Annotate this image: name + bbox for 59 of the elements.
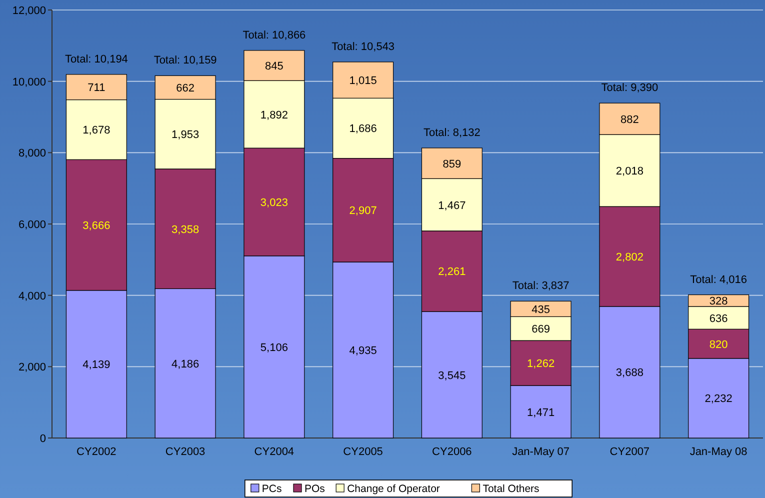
data-label: 4,935 [349, 344, 377, 357]
data-label: 662 [176, 82, 194, 94]
data-label: 1,262 [527, 358, 555, 370]
data-label: 2,018 [616, 166, 644, 178]
data-label: 711 [88, 82, 106, 94]
y-tick-label: 8,000 [18, 148, 46, 160]
legend-label: POs [304, 483, 325, 495]
data-label: 2,261 [438, 266, 466, 278]
x-tick-label: CY2002 [76, 446, 116, 458]
data-label: 1,686 [349, 123, 377, 136]
x-tick-label: CY2006 [432, 446, 472, 458]
total-label: Total: 10,159 [154, 54, 217, 67]
data-label: 1,471 [527, 406, 555, 419]
data-label: 5,106 [260, 342, 288, 354]
data-label: 4,186 [172, 358, 200, 370]
total-label: Total: 8,132 [424, 126, 480, 139]
y-tick-label: 10,000 [12, 76, 46, 88]
data-label: 2,802 [616, 251, 644, 264]
x-tick-label: Jan-May 07 [512, 446, 570, 458]
total-label: Total: 4,016 [690, 274, 747, 286]
data-label: 3,545 [438, 370, 466, 382]
data-label: 1,678 [82, 124, 110, 137]
data-label: 4,139 [82, 359, 110, 372]
data-label: 1,467 [438, 200, 466, 212]
data-label: 859 [442, 158, 462, 170]
x-tick-label: CY2004 [254, 446, 294, 458]
data-label: 328 [709, 296, 728, 308]
data-label: 2,232 [704, 393, 732, 406]
data-label: 636 [709, 312, 728, 325]
legend-label: Change of Operator [347, 483, 440, 495]
data-label: 1,953 [172, 129, 200, 142]
x-tick-label: CY2007 [610, 446, 650, 458]
data-label: 3,666 [82, 220, 110, 232]
data-label: 2,907 [349, 205, 377, 218]
total-label: Total: 10,543 [332, 40, 395, 53]
data-label: 845 [265, 60, 284, 73]
x-tick-label: CY2005 [343, 446, 383, 458]
y-tick-label: 6,000 [18, 219, 46, 231]
data-label: 669 [532, 324, 550, 336]
legend-label: PCs [262, 483, 282, 495]
data-label: 3,023 [260, 196, 288, 209]
y-tick-label: 0 [40, 433, 46, 445]
y-tick-label: 12,000 [12, 5, 46, 17]
data-label: 820 [709, 338, 728, 351]
x-tick-label: CY2003 [165, 446, 206, 458]
x-tick-label: Jan-May 08 [690, 446, 748, 458]
data-label: 435 [532, 304, 550, 316]
data-label: 3,688 [616, 367, 644, 380]
legend-label: Total Others [482, 483, 540, 495]
total-label: Total: 10,194 [64, 53, 128, 66]
y-tick-label: 2,000 [18, 362, 46, 374]
total-label: Total: 9,390 [601, 82, 658, 94]
data-label: 1,015 [349, 75, 377, 88]
y-tick-label: 4,000 [18, 290, 46, 302]
total-label: Total: 3,837 [512, 280, 570, 292]
total-label: Total: 10,866 [242, 29, 306, 42]
data-label: 882 [620, 114, 639, 126]
data-label: 3,358 [172, 224, 200, 236]
data-label: 1,892 [260, 109, 288, 122]
